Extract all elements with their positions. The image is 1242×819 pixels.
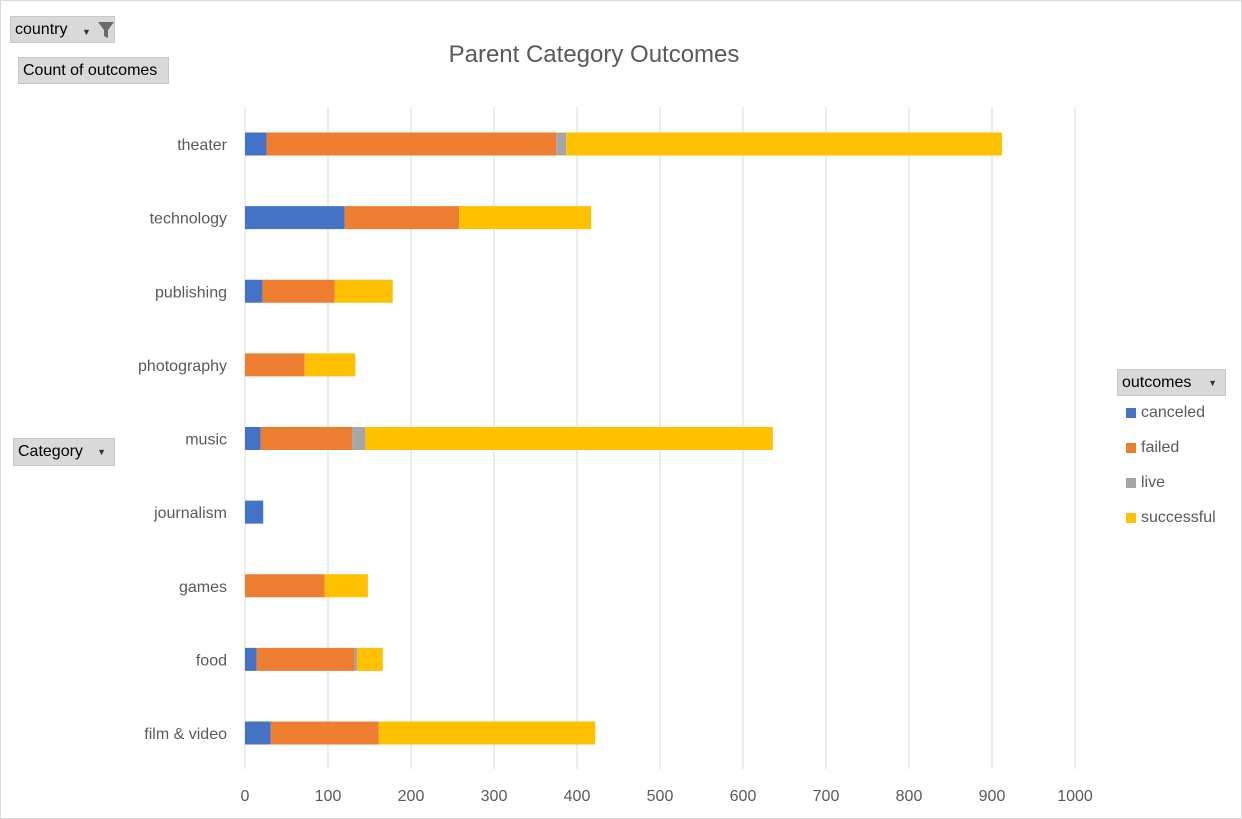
category-label: food bbox=[196, 652, 227, 669]
bar-successful bbox=[324, 574, 368, 598]
bar-successful bbox=[334, 279, 393, 303]
legend-item-canceled[interactable]: canceled bbox=[1126, 404, 1205, 422]
chevron-down-icon: ▼ bbox=[1208, 377, 1217, 388]
bar-failed bbox=[245, 574, 325, 598]
bar-live bbox=[556, 132, 567, 156]
bars bbox=[245, 132, 1002, 745]
outcomes-field-button[interactable]: outcomes ▼ bbox=[1117, 369, 1226, 396]
measure-field-button[interactable]: Count of outcomes bbox=[18, 57, 169, 84]
outcomes-field-label: outcomes bbox=[1122, 373, 1192, 391]
bar-canceled bbox=[245, 647, 257, 671]
bar-canceled bbox=[245, 206, 345, 230]
legend-label: failed bbox=[1141, 439, 1180, 456]
measure-field-label: Count of outcomes bbox=[23, 61, 158, 79]
funnel-icon bbox=[98, 22, 114, 38]
category-label: journalism bbox=[153, 505, 227, 522]
x-tick-label: 300 bbox=[481, 788, 508, 805]
x-tick-label: 200 bbox=[398, 788, 425, 805]
legend-item-failed[interactable]: failed bbox=[1126, 439, 1179, 457]
x-tick-labels: 0 100 200 300 400 500 600 700 800 900 1000 bbox=[241, 788, 1093, 805]
legend-label: canceled bbox=[1141, 404, 1206, 421]
chevron-down-icon: ▼ bbox=[82, 27, 91, 37]
bar-live bbox=[352, 427, 366, 450]
category-field-button[interactable]: Category ▼ bbox=[13, 438, 115, 466]
legend-item-successful[interactable]: successful bbox=[1126, 509, 1216, 527]
legend-item-live[interactable]: live bbox=[1126, 474, 1165, 492]
category-labels: film & video food games journalism music phot… bbox=[138, 137, 228, 743]
bar-canceled bbox=[245, 279, 263, 303]
bar-canceled bbox=[245, 427, 261, 450]
bar-successful bbox=[459, 206, 592, 230]
bar-failed bbox=[245, 353, 305, 377]
category-label: games bbox=[179, 579, 227, 596]
bar-failed bbox=[262, 279, 335, 303]
bar-successful bbox=[357, 647, 383, 671]
x-tick-label: 0 bbox=[241, 788, 250, 805]
category-label: theater bbox=[177, 137, 227, 154]
x-tick-label: 600 bbox=[730, 788, 757, 805]
bar-failed bbox=[270, 721, 379, 745]
legend-swatch bbox=[1126, 408, 1136, 418]
category-label: photography bbox=[138, 358, 227, 375]
legend-label: successful bbox=[1141, 509, 1216, 526]
bar-failed bbox=[260, 427, 353, 450]
bar-successful bbox=[378, 721, 596, 745]
bar-successful bbox=[566, 132, 1002, 156]
x-tick-label: 400 bbox=[564, 788, 591, 805]
bar-failed bbox=[266, 132, 557, 156]
country-filter-button[interactable]: country ▼ bbox=[10, 16, 115, 43]
x-tick-label: 700 bbox=[813, 788, 840, 805]
bar-canceled bbox=[245, 132, 267, 156]
legend-swatch bbox=[1126, 443, 1136, 453]
category-label: music bbox=[185, 432, 227, 449]
x-tick-label: 500 bbox=[647, 788, 674, 805]
bar-live bbox=[354, 647, 358, 671]
bar-canceled bbox=[245, 500, 264, 524]
category-label: publishing bbox=[155, 284, 227, 301]
legend-swatch bbox=[1126, 513, 1136, 523]
bar-failed bbox=[256, 647, 355, 671]
x-tick-label: 800 bbox=[896, 788, 923, 805]
bar-canceled bbox=[245, 721, 271, 745]
legend-swatch bbox=[1126, 478, 1136, 488]
category-label: film & video bbox=[144, 726, 227, 743]
chevron-down-icon: ▼ bbox=[97, 447, 106, 457]
bar-successful bbox=[365, 427, 773, 450]
x-tick-label: 1000 bbox=[1057, 788, 1093, 805]
x-tick-label: 100 bbox=[315, 788, 342, 805]
category-field-label: Category bbox=[18, 443, 83, 460]
bar-successful bbox=[304, 353, 356, 377]
x-tick-label: 900 bbox=[979, 788, 1006, 805]
chart-title: Parent Category Outcomes bbox=[448, 41, 740, 68]
bar-failed bbox=[344, 206, 460, 230]
category-label: technology bbox=[150, 211, 227, 228]
legend-label: live bbox=[1141, 474, 1166, 491]
country-filter-label: country bbox=[15, 20, 68, 38]
